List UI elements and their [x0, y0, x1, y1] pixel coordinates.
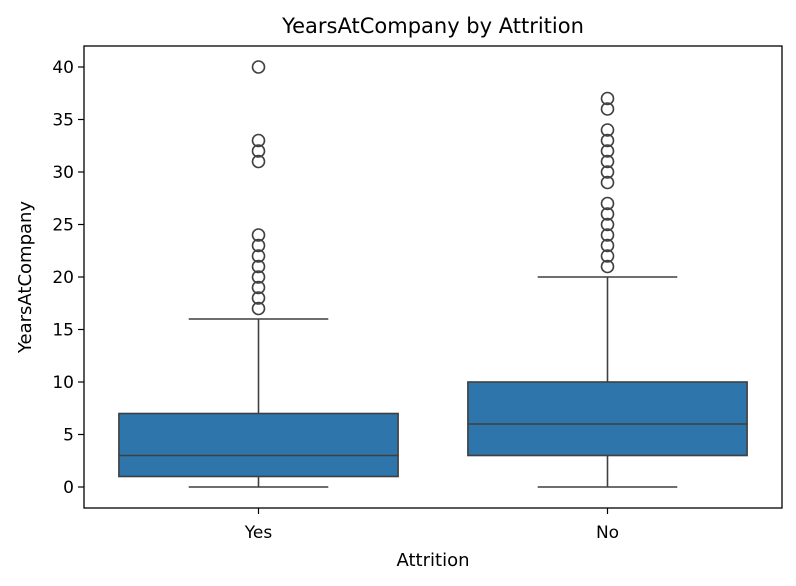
outlier-point [251, 154, 266, 169]
x-tick-label: No [596, 523, 619, 543]
y-tick-label: 15 [52, 321, 74, 341]
y-tick-label: 35 [52, 111, 74, 131]
y-tick-label: 5 [63, 426, 74, 446]
outlier-point [251, 60, 266, 74]
outlier-point [600, 196, 615, 211]
outlier-point [600, 228, 615, 242]
y-tick-label: 30 [52, 163, 74, 183]
outlier-point [251, 238, 266, 253]
outlier-point [251, 249, 266, 263]
x-tick-label: Yes [244, 523, 273, 543]
y-tick-label: 40 [52, 58, 74, 78]
y-tick-label: 10 [52, 373, 74, 393]
y-tick-label: 25 [52, 216, 74, 236]
outlier-point [251, 291, 266, 305]
outlier-point [251, 259, 266, 274]
outlier-point [251, 228, 266, 242]
outlier-point [251, 144, 266, 158]
box-no [467, 91, 748, 488]
outlier-point [251, 301, 266, 316]
axes-frame [83, 45, 783, 509]
outlier-point [251, 270, 266, 284]
outlier-point [600, 144, 615, 158]
outlier-point [600, 102, 615, 116]
outlier-point [251, 133, 266, 148]
outlier-point [600, 91, 615, 106]
y-tick-label: 0 [63, 478, 74, 498]
outlier-point [600, 259, 615, 274]
x-axis-label: Attrition [397, 550, 470, 571]
outlier-point [600, 238, 615, 253]
plot-area: 0 5 10 15 20 25 30 35 40 Yes No [52, 45, 783, 543]
box-yes [118, 60, 399, 488]
y-axis-label: YearsAtCompany [15, 201, 36, 355]
chart-title: YearsAtCompany by Attrition [281, 14, 584, 38]
outlier-point [600, 123, 615, 137]
y-tick-label: 20 [52, 268, 74, 288]
outlier-point [600, 207, 615, 221]
outlier-point [600, 249, 615, 263]
iqr-box [118, 412, 399, 478]
outlier-point [600, 133, 615, 148]
iqr-box [467, 381, 748, 457]
outlier-point [600, 217, 615, 232]
outlier-point [251, 280, 266, 295]
outlier-point [600, 175, 615, 190]
outlier-point [600, 154, 615, 169]
outlier-point [600, 165, 615, 179]
